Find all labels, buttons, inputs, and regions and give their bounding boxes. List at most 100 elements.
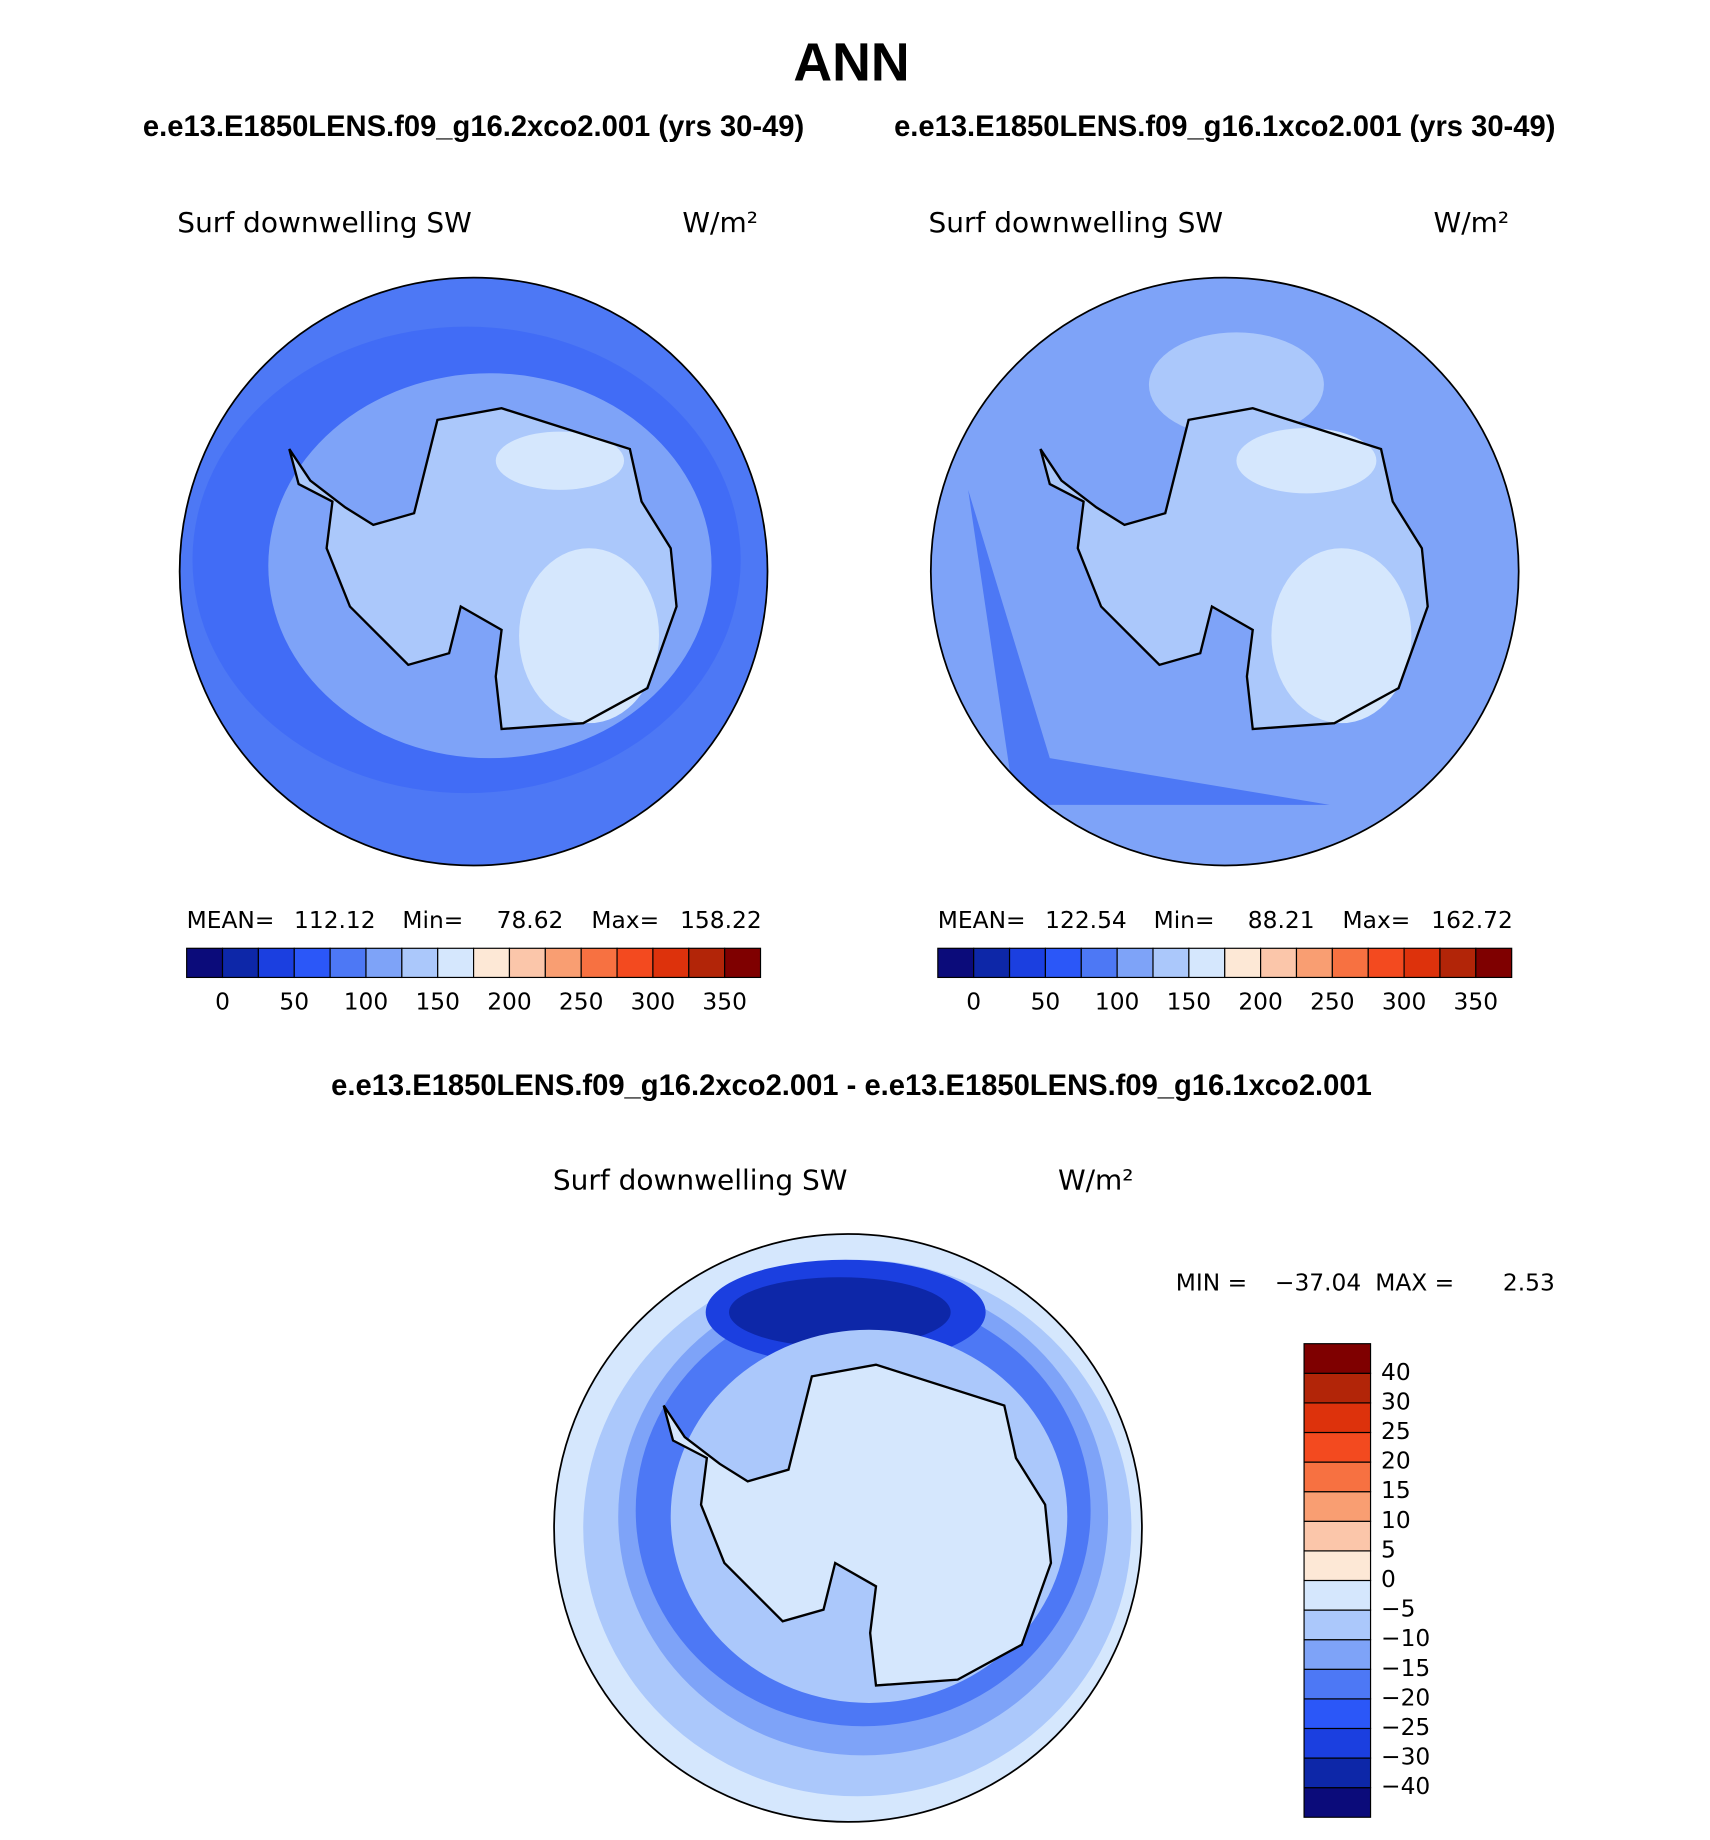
colorbar-box xyxy=(1303,1727,1372,1759)
colorbar-tick-label: −20 xyxy=(1381,1684,1430,1711)
colorbar-box xyxy=(221,947,259,979)
stat-value: 2.53 xyxy=(1503,1270,1555,1297)
colorbar-tick-label: −10 xyxy=(1381,1625,1430,1652)
stat-label: MEAN= xyxy=(938,907,1026,934)
colorbar-tick-label: −25 xyxy=(1381,1714,1430,1741)
map-border xyxy=(929,276,1520,867)
colorbar-tick-label: 50 xyxy=(1031,989,1061,1016)
colorbar-box xyxy=(1303,1461,1372,1493)
colorbar-box xyxy=(1295,947,1333,979)
stat-label: Min= xyxy=(402,907,463,934)
colorbar-box xyxy=(1303,1431,1372,1463)
stat-label: Max= xyxy=(1343,907,1411,934)
colorbar-tick-label: 0 xyxy=(215,989,230,1016)
colorbar-tick-label: −15 xyxy=(1381,1655,1430,1682)
colorbar-box xyxy=(1331,947,1369,979)
panel-header: e.e13.E1850LENS.f09_g16.1xco2.001 (yrs 3… xyxy=(894,111,1555,143)
colorbar-box xyxy=(1224,947,1262,979)
stat-value: 162.72 xyxy=(1431,907,1513,934)
colorbar-box xyxy=(1080,947,1118,979)
units-label: W/m² xyxy=(1058,1164,1134,1197)
colorbar-box xyxy=(937,947,975,979)
colorbar-box xyxy=(1152,947,1190,979)
colorbar-tick-label: 300 xyxy=(1382,989,1427,1016)
stat-label: Min= xyxy=(1154,907,1215,934)
figure-title: ANN xyxy=(793,33,909,93)
colorbar-box xyxy=(1303,1402,1372,1434)
colorbar-box xyxy=(1188,947,1226,979)
stat-value: 78.62 xyxy=(497,907,564,934)
colorbar-tick-label: 350 xyxy=(702,989,747,1016)
colorbar-tick-label: 25 xyxy=(1381,1418,1411,1445)
stat-value: 112.12 xyxy=(294,907,376,934)
colorbar-box xyxy=(1367,947,1405,979)
colorbar-tick-label: 150 xyxy=(415,989,460,1016)
colorbar-box xyxy=(544,947,582,979)
colorbar-box xyxy=(1044,947,1082,979)
colorbar-box xyxy=(1008,947,1046,979)
variable-label: Surf downwelling SW xyxy=(553,1164,848,1197)
colorbar-box xyxy=(1475,947,1513,979)
colorbar-tick-label: 0 xyxy=(1381,1566,1396,1593)
colorbar-box xyxy=(973,947,1011,979)
colorbar-box xyxy=(1303,1757,1372,1789)
units-label: W/m² xyxy=(682,206,758,239)
colorbar-tick-label: 15 xyxy=(1381,1477,1411,1504)
variable-label: Surf downwelling SW xyxy=(177,206,472,239)
colorbar-box xyxy=(1303,1668,1372,1700)
map-border xyxy=(178,276,769,867)
colorbar-box xyxy=(293,947,331,979)
map-panel-1 xyxy=(179,277,768,866)
colorbar-tick-label: 50 xyxy=(279,989,309,1016)
colorbar-box xyxy=(437,947,475,979)
colorbar-tick-label: 40 xyxy=(1381,1359,1411,1386)
stat-value: −37.04 xyxy=(1275,1270,1361,1297)
colorbar-box xyxy=(401,947,439,979)
panel-header: e.e13.E1850LENS.f09_g16.2xco2.001 (yrs 3… xyxy=(143,111,804,143)
colorbar-box xyxy=(1303,1579,1372,1611)
colorbar-box xyxy=(1303,1787,1372,1818)
colorbar-box xyxy=(616,947,654,979)
colorbar-tick-label: 350 xyxy=(1454,989,1499,1016)
colorbar-box xyxy=(257,947,295,979)
colorbar-tick-label: 5 xyxy=(1381,1536,1396,1563)
stat-label: MEAN= xyxy=(187,907,275,934)
colorbar-box xyxy=(1303,1491,1372,1522)
colorbar-tick-label: 200 xyxy=(487,989,532,1016)
colorbar-box xyxy=(1303,1550,1372,1582)
map-difference xyxy=(554,1234,1142,1822)
colorbar-box xyxy=(1303,1372,1372,1404)
colorbar-box xyxy=(365,947,403,979)
colorbar-tick-label: −30 xyxy=(1381,1744,1430,1771)
map-panel-2 xyxy=(930,277,1519,866)
stat-value: 122.54 xyxy=(1045,907,1127,934)
colorbar-box xyxy=(1303,1520,1372,1552)
colorbar-box xyxy=(1303,1639,1372,1670)
colorbar-box xyxy=(473,947,511,979)
colorbar-box xyxy=(1403,947,1441,979)
colorbar-box xyxy=(724,947,762,979)
colorbar-tick-label: 20 xyxy=(1381,1448,1411,1475)
colorbar-tick-label: 250 xyxy=(1310,989,1355,1016)
stat-value: 88.21 xyxy=(1248,907,1315,934)
units-label: W/m² xyxy=(1434,206,1510,239)
stat-label: MAX = xyxy=(1375,1270,1454,1297)
colorbar-tick-label: 300 xyxy=(631,989,676,1016)
colorbar-box xyxy=(186,947,224,979)
panel-header: e.e13.E1850LENS.f09_g16.2xco2.001 - e.e1… xyxy=(331,1070,1372,1102)
colorbar-box xyxy=(1303,1698,1372,1730)
colorbar-tick-label: 200 xyxy=(1238,989,1283,1016)
colorbar-box xyxy=(688,947,726,979)
colorbar-tick-label: 250 xyxy=(559,989,604,1016)
colorbar-tick-label: 0 xyxy=(966,989,981,1016)
colorbar-box xyxy=(329,947,367,979)
stat-label: MIN = xyxy=(1176,1270,1247,1297)
stat-label: Max= xyxy=(591,907,659,934)
colorbar-tick-label: 10 xyxy=(1381,1507,1411,1534)
colorbar-box xyxy=(580,947,618,979)
colorbar-tick-label: −5 xyxy=(1381,1596,1415,1623)
map-border xyxy=(553,1233,1143,1823)
stat-value: 158.22 xyxy=(680,907,762,934)
